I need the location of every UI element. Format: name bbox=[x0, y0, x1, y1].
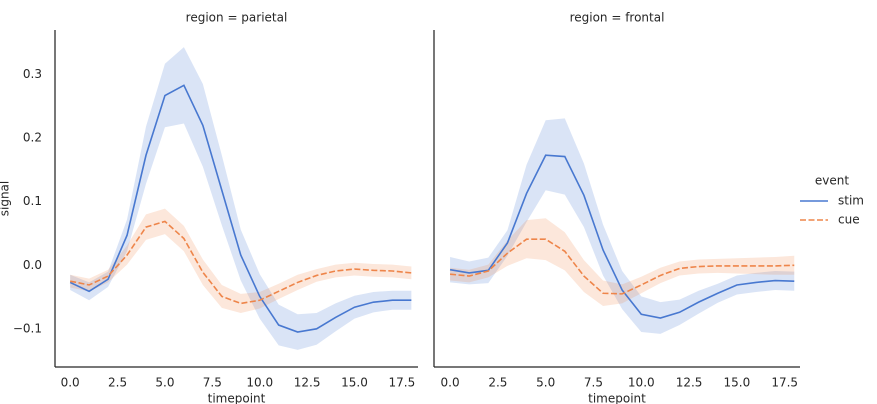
panel-title: region = parietal bbox=[186, 11, 288, 25]
x-tick-label: 2.5 bbox=[488, 376, 507, 390]
x-tick-label: 7.5 bbox=[203, 376, 222, 390]
y-axis-label: signal bbox=[0, 181, 12, 217]
y-tick-label: 0.3 bbox=[23, 67, 42, 81]
series-line bbox=[69, 84, 412, 333]
x-tick-label: 0.0 bbox=[61, 376, 80, 390]
legend-label: stim bbox=[838, 194, 864, 208]
legend-label: cue bbox=[838, 213, 860, 227]
x-tick-label: 0.0 bbox=[441, 376, 460, 390]
x-tick-label: 5.0 bbox=[536, 376, 555, 390]
y-tick-label: 0.0 bbox=[23, 258, 42, 272]
y-tick-label: 0.2 bbox=[23, 131, 42, 145]
y-tick-label: 0.1 bbox=[23, 194, 42, 208]
legend-title: event bbox=[815, 174, 849, 188]
x-tick-label: 5.0 bbox=[155, 376, 174, 390]
confidence-band bbox=[450, 118, 795, 334]
x-tick-label: 17.5 bbox=[771, 376, 798, 390]
x-axis-label: timepoint bbox=[208, 392, 266, 404]
series-line bbox=[70, 220, 412, 305]
confidence-band bbox=[450, 218, 795, 306]
x-tick-label: 12.5 bbox=[676, 376, 703, 390]
y-tick-label: −0.1 bbox=[13, 321, 42, 335]
x-axis-label: timepoint bbox=[588, 392, 646, 404]
x-tick-label: 2.5 bbox=[108, 376, 127, 390]
x-tick-label: 15.0 bbox=[724, 376, 751, 390]
series-line bbox=[449, 154, 795, 319]
x-tick-label: 7.5 bbox=[584, 376, 603, 390]
panel-title: region = frontal bbox=[570, 11, 665, 25]
series-line bbox=[449, 238, 795, 295]
confidence-band bbox=[70, 208, 412, 313]
x-tick-label: 17.5 bbox=[389, 376, 416, 390]
x-tick-label: 12.5 bbox=[294, 376, 321, 390]
x-tick-label: 15.0 bbox=[341, 376, 368, 390]
x-tick-label: 10.0 bbox=[246, 376, 273, 390]
x-tick-label: 10.0 bbox=[628, 376, 655, 390]
